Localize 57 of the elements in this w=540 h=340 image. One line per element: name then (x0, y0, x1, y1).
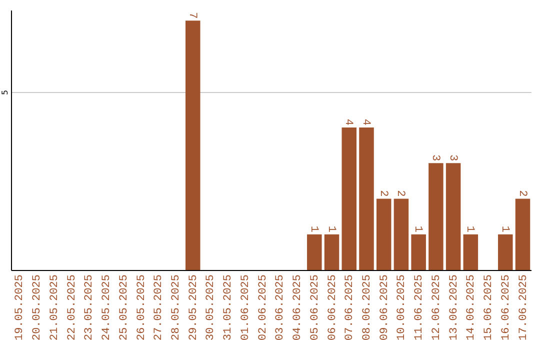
data-label: 1 (412, 226, 424, 233)
x-tick-label: 26.05.2025 (136, 274, 148, 340)
x-tick-label: 06.06.2025 (326, 274, 339, 340)
data-label: 3 (428, 154, 441, 162)
x-tick-label: 16.06.2025 (500, 274, 512, 340)
x-tick-label: 21.05.2025 (48, 274, 61, 340)
x-tick-label: 02.06.2025 (257, 274, 270, 340)
x-tick-label: 23.05.2025 (84, 274, 96, 340)
bar (324, 234, 340, 270)
x-tick-label: 19.05.2025 (14, 274, 26, 340)
data-label: 2 (516, 190, 528, 197)
data-label: 1 (307, 226, 320, 233)
bar (498, 234, 513, 270)
x-tick-label: 03.06.2025 (274, 274, 287, 340)
x-tick-label: 20.05.2025 (32, 274, 44, 340)
x-tick-label: 10.06.2025 (396, 274, 408, 340)
data-label: 1 (464, 226, 476, 233)
data-label: 4 (342, 118, 354, 126)
data-label: 4 (359, 118, 372, 126)
x-tick-label: 29.05.2025 (188, 274, 200, 340)
bar (185, 20, 200, 270)
bar (446, 163, 461, 270)
x-tick-label: 17.06.2025 (518, 274, 530, 340)
x-tick-label: 09.06.2025 (378, 274, 391, 340)
x-tick-label: 07.06.2025 (344, 274, 356, 340)
bar (342, 128, 357, 270)
data-label: 1 (498, 226, 510, 233)
x-tick-label: 24.05.2025 (101, 274, 114, 340)
x-tick-label: 28.05.2025 (170, 274, 183, 340)
x-tick-label: 22.05.2025 (66, 274, 78, 340)
data-label: 3 (446, 154, 458, 162)
x-tick-label: 27.05.2025 (153, 274, 166, 340)
data-label: 1 (324, 226, 337, 233)
x-tick-label: 13.06.2025 (448, 274, 460, 340)
x-tick-label: 30.05.2025 (205, 274, 218, 340)
bar (307, 234, 322, 270)
x-tick-label: 31.05.2025 (222, 274, 235, 340)
bar (359, 128, 374, 270)
bar (515, 198, 530, 270)
data-label: 2 (394, 190, 406, 197)
bar (376, 198, 392, 270)
y-tick-label: 5 (0, 90, 10, 95)
x-tick-label: 01.06.2025 (240, 274, 252, 340)
bar (411, 234, 426, 270)
bar (463, 234, 478, 270)
x-tick-label: 25.05.2025 (118, 274, 130, 340)
x-tick-label: 15.06.2025 (483, 274, 496, 340)
x-tick-label: 12.06.2025 (430, 274, 443, 340)
x-tick-label: 04.06.2025 (292, 274, 304, 340)
x-tick-label: 11.06.2025 (414, 274, 426, 340)
x-tick-label: 08.06.2025 (361, 274, 374, 340)
x-tick-label: 14.06.2025 (466, 274, 478, 340)
data-label: 2 (376, 190, 389, 197)
bar (394, 198, 409, 270)
bar (428, 163, 444, 270)
x-tick-label: 05.06.2025 (309, 274, 322, 340)
data-label: 7 (186, 12, 198, 19)
